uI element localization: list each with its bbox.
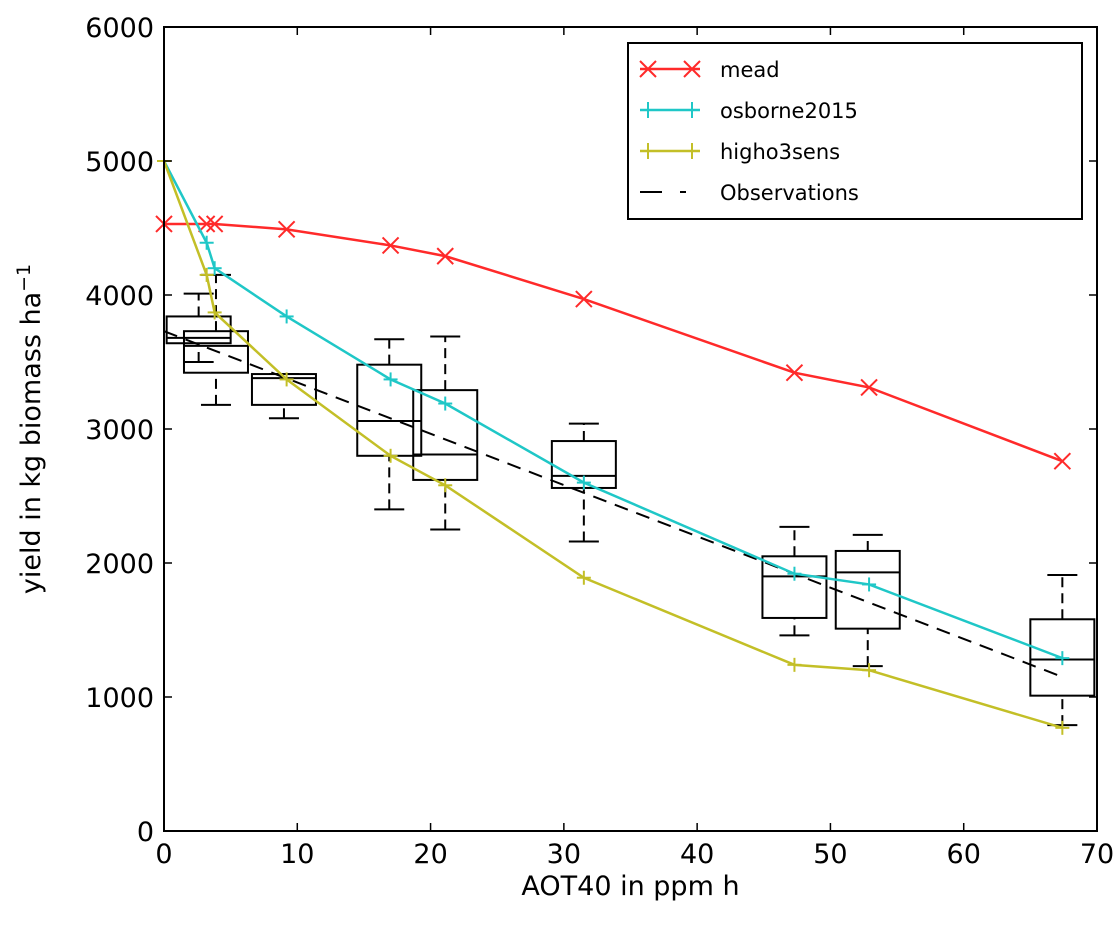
x-tick-label: 60 bbox=[947, 839, 981, 870]
legend-entry: Observations bbox=[640, 181, 859, 205]
y-axis-label: yield in kg biomass ha−1 bbox=[13, 264, 47, 594]
legend: mead osborne2015 higho3sens Observations bbox=[627, 42, 1083, 220]
series-higho3sens bbox=[157, 154, 1070, 735]
boxplot-box bbox=[182, 330, 249, 374]
marker-x bbox=[205, 215, 224, 233]
marker-x bbox=[860, 378, 878, 397]
marker-x bbox=[575, 290, 593, 308]
observations-series bbox=[163, 330, 1063, 678]
y-tick-label: 0 bbox=[137, 817, 154, 848]
series-osborne2015 bbox=[157, 154, 1070, 666]
y-axis-label-text: yield in kg biomass ha bbox=[16, 292, 47, 594]
y-tick-label: 3000 bbox=[85, 415, 154, 446]
x-tick-label: 50 bbox=[813, 839, 847, 870]
boxplots bbox=[165, 273, 1096, 727]
x-tick-label: 70 bbox=[1080, 839, 1114, 870]
legend-label: Observations bbox=[720, 181, 859, 205]
y-axis-label-superscript: −1 bbox=[13, 264, 35, 292]
marker-x bbox=[639, 60, 657, 78]
marker-x bbox=[197, 215, 216, 233]
marker-x bbox=[381, 236, 400, 255]
model-series bbox=[155, 154, 1072, 735]
marker-x bbox=[436, 247, 454, 265]
series-line-mead bbox=[164, 222, 1063, 463]
marker-x bbox=[785, 364, 804, 382]
legend-entry: mead bbox=[639, 58, 780, 82]
y-tick-label: 6000 bbox=[85, 13, 154, 44]
x-tick-label: 10 bbox=[280, 839, 314, 870]
marker-x bbox=[1053, 452, 1072, 470]
boxplot-box bbox=[1029, 618, 1096, 697]
legend-label: higho3sens bbox=[720, 140, 840, 164]
legend-entry: higho3sens bbox=[640, 140, 840, 164]
series-line-higho3sens bbox=[162, 160, 1063, 730]
observations-line bbox=[163, 330, 1063, 678]
legend-label: mead bbox=[720, 58, 780, 82]
legend-entry: osborne2015 bbox=[640, 99, 858, 123]
marker-x bbox=[277, 220, 296, 239]
marker-x bbox=[683, 60, 701, 78]
boxplot bbox=[761, 525, 828, 637]
boxplot-box bbox=[165, 315, 232, 345]
x-tick-label: 40 bbox=[680, 839, 714, 870]
series-mead bbox=[155, 215, 1072, 470]
axis-ticks: 0 10 20 30 40 50 60 70 0 1000 2000 3000 4000 5000 6000 bbox=[85, 13, 1114, 870]
boxplot-box bbox=[761, 555, 828, 619]
legend-label: osborne2015 bbox=[720, 99, 858, 123]
boxplot bbox=[834, 533, 901, 668]
y-tick-label: 4000 bbox=[85, 281, 154, 312]
boxplot-box bbox=[834, 549, 901, 630]
x-axis-label: AOT40 in ppm h bbox=[521, 871, 739, 902]
x-tick-label: 20 bbox=[413, 839, 447, 870]
boxplot bbox=[250, 373, 317, 420]
x-tick-label: 0 bbox=[155, 839, 172, 870]
y-tick-label: 5000 bbox=[85, 147, 154, 178]
y-tick-label: 2000 bbox=[85, 549, 154, 580]
series-line-osborne2015 bbox=[162, 160, 1063, 660]
boxplot bbox=[165, 292, 232, 363]
y-tick-label: 1000 bbox=[85, 683, 154, 714]
x-tick-label: 30 bbox=[547, 839, 581, 870]
legend-box bbox=[627, 42, 1083, 220]
